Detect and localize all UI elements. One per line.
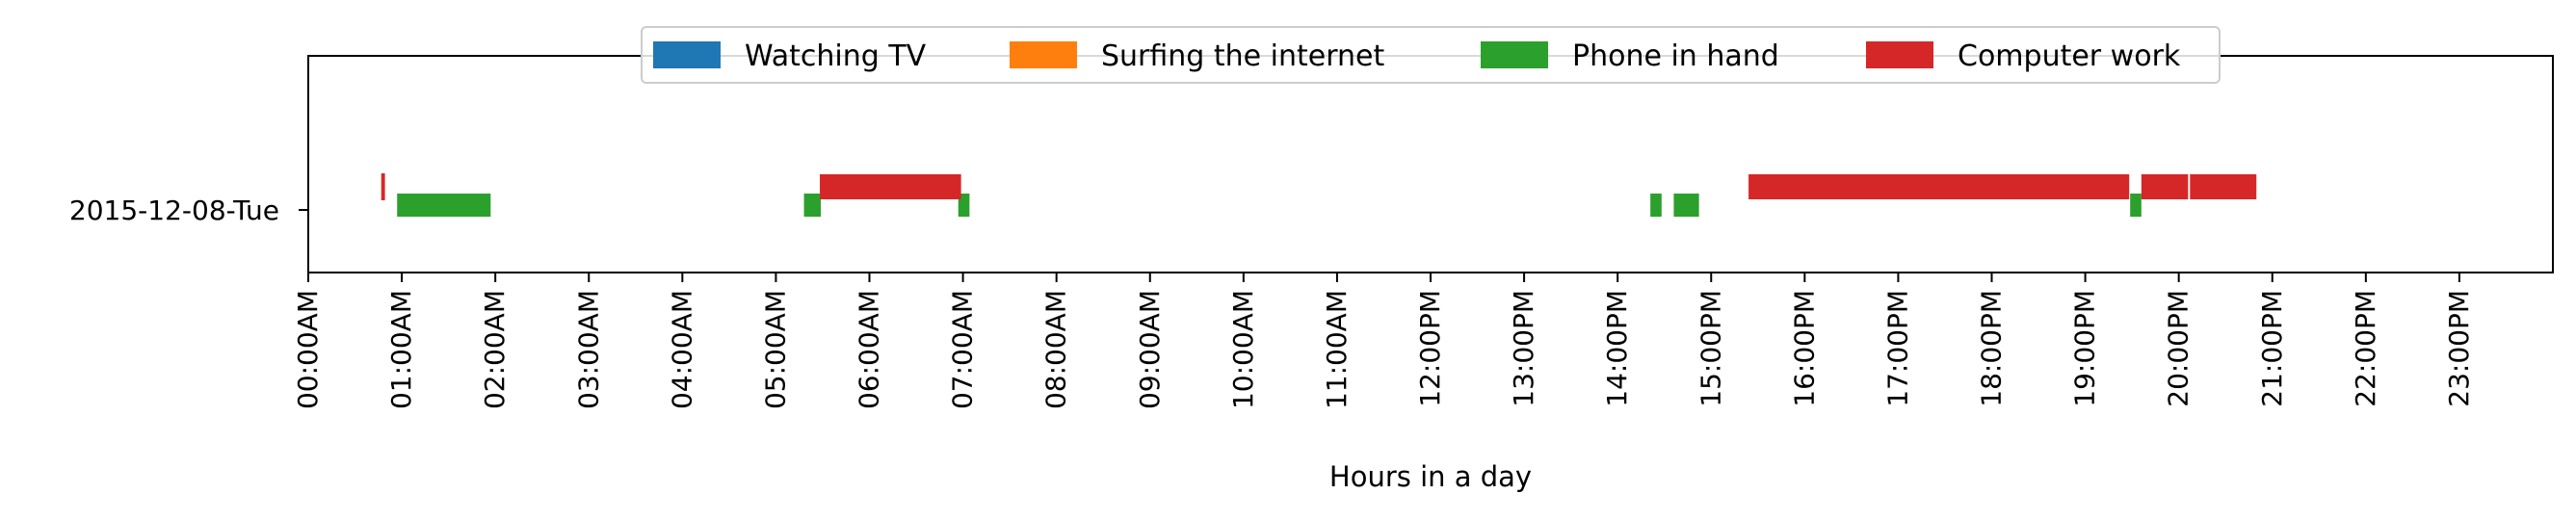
- bars-layer: [381, 173, 2257, 217]
- x-tick-label: 15:00PM: [1695, 290, 1726, 407]
- x-tick-label: 17:00PM: [1881, 290, 1913, 407]
- legend-label: Watching TV: [745, 39, 927, 73]
- x-tick-label: 07:00AM: [947, 290, 979, 409]
- y-tick-label: 2015-12-08-Tue: [69, 195, 279, 226]
- x-tick-label: 23:00PM: [2443, 290, 2475, 407]
- computer-work-bar: [381, 173, 385, 200]
- x-tick-label: 06:00AM: [854, 290, 885, 409]
- legend-swatch: [1481, 41, 1548, 68]
- computer-work-bar: [1748, 174, 2130, 199]
- x-tick-label: 03:00AM: [572, 290, 604, 409]
- x-tick-label: 18:00PM: [1976, 290, 2008, 407]
- legend-label: Surfing the internet: [1101, 39, 1384, 73]
- phone-in-hand-bar: [803, 194, 822, 217]
- legend-box: [641, 26, 2221, 84]
- x-tick-label: 20:00PM: [2163, 290, 2195, 407]
- x-tick-label: 19:00PM: [2069, 290, 2101, 407]
- x-tick-label: 16:00PM: [1788, 290, 1820, 407]
- phone-in-hand-bar: [958, 194, 970, 217]
- x-tick-label: 12:00PM: [1414, 290, 1446, 407]
- plot-frame: [307, 55, 2554, 273]
- legend-swatch: [1010, 41, 1077, 68]
- x-tick-label: 22:00PM: [2350, 290, 2381, 407]
- legend: Watching TV Surfing the internet Phone in …: [641, 26, 2221, 84]
- phone-in-hand-bar: [2130, 194, 2142, 217]
- phone-in-hand-bar: [1673, 194, 1699, 217]
- legend-swatch: [653, 41, 721, 68]
- phone-in-hand-bar: [1650, 194, 1662, 217]
- legend-swatch: [1866, 41, 1933, 68]
- x-tick-label: 13:00PM: [1508, 290, 1539, 407]
- y-axis: 2015-12-08-Tue: [69, 195, 308, 226]
- x-tick-label: 09:00AM: [1134, 290, 1166, 409]
- x-axis-label: Hours in a day: [1329, 460, 1532, 493]
- computer-work-bar: [2141, 174, 2189, 199]
- x-tick-label: 21:00PM: [2256, 290, 2288, 407]
- phone-in-hand-bar: [397, 194, 491, 217]
- x-tick-label: 10:00AM: [1227, 290, 1259, 409]
- legend-label: Computer work: [1958, 39, 2181, 73]
- x-tick-label: 08:00AM: [1040, 290, 1072, 409]
- x-tick-label: 01:00AM: [385, 290, 417, 409]
- x-tick-label: 00:00AM: [292, 290, 324, 409]
- x-tick-label: 11:00AM: [1321, 290, 1353, 409]
- x-axis: 00:00AM 01:00AM 02:00AM 03:00AM 04:00AM 05:00…: [292, 273, 2475, 409]
- computer-work-bar: [820, 174, 961, 199]
- x-tick-label: 05:00AM: [759, 290, 791, 409]
- legend-label: Phone in hand: [1572, 39, 1779, 73]
- x-tick-label: 02:00AM: [479, 290, 511, 409]
- x-tick-label: 04:00AM: [666, 290, 697, 409]
- x-tick-label: 14:00PM: [1601, 290, 1633, 407]
- computer-work-bar: [2190, 174, 2257, 199]
